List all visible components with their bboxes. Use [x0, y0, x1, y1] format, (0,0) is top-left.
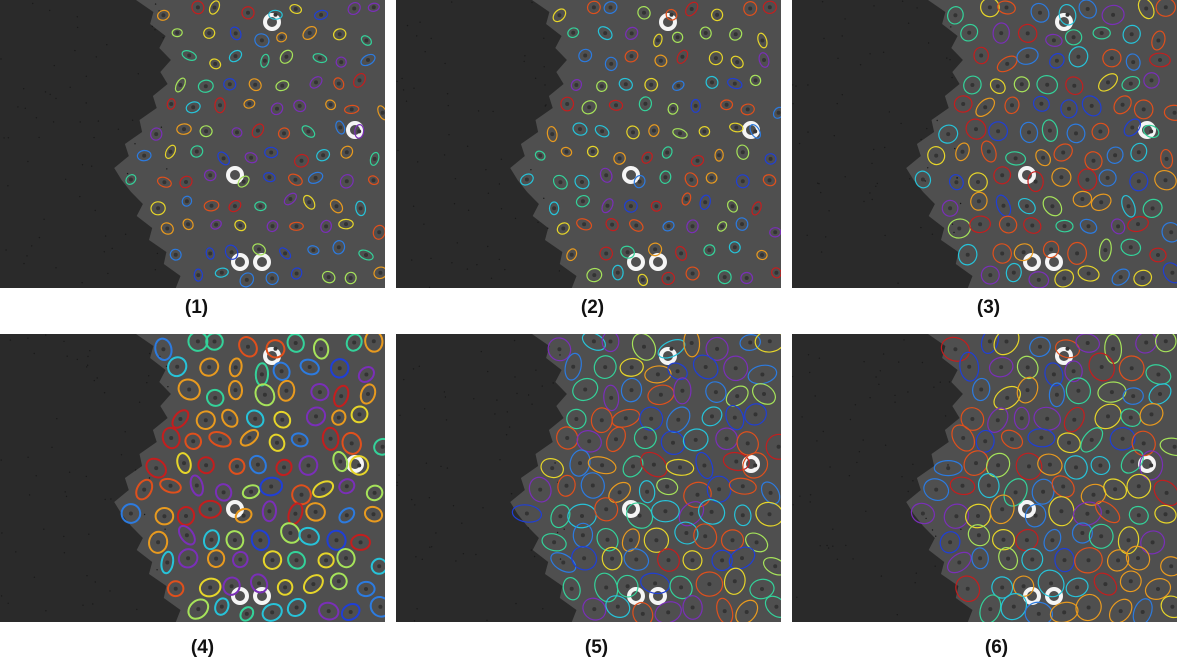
panel-caption-2: (2)	[580, 297, 605, 318]
microscopy-panel-1	[0, 0, 385, 288]
panel-caption-3: (3)	[976, 297, 1001, 318]
microscopy-panel-4	[0, 334, 385, 622]
panel-caption-4: (4)	[190, 637, 215, 658]
microscopy-panel-2	[396, 0, 781, 288]
microscopy-panel-6	[792, 334, 1177, 622]
panel-caption-1: (1)	[184, 297, 209, 318]
microscopy-panel-3	[792, 0, 1177, 288]
panel-caption-5: (5)	[584, 637, 609, 658]
panel-caption-6: (6)	[984, 637, 1009, 658]
microscopy-panel-5	[396, 334, 781, 622]
